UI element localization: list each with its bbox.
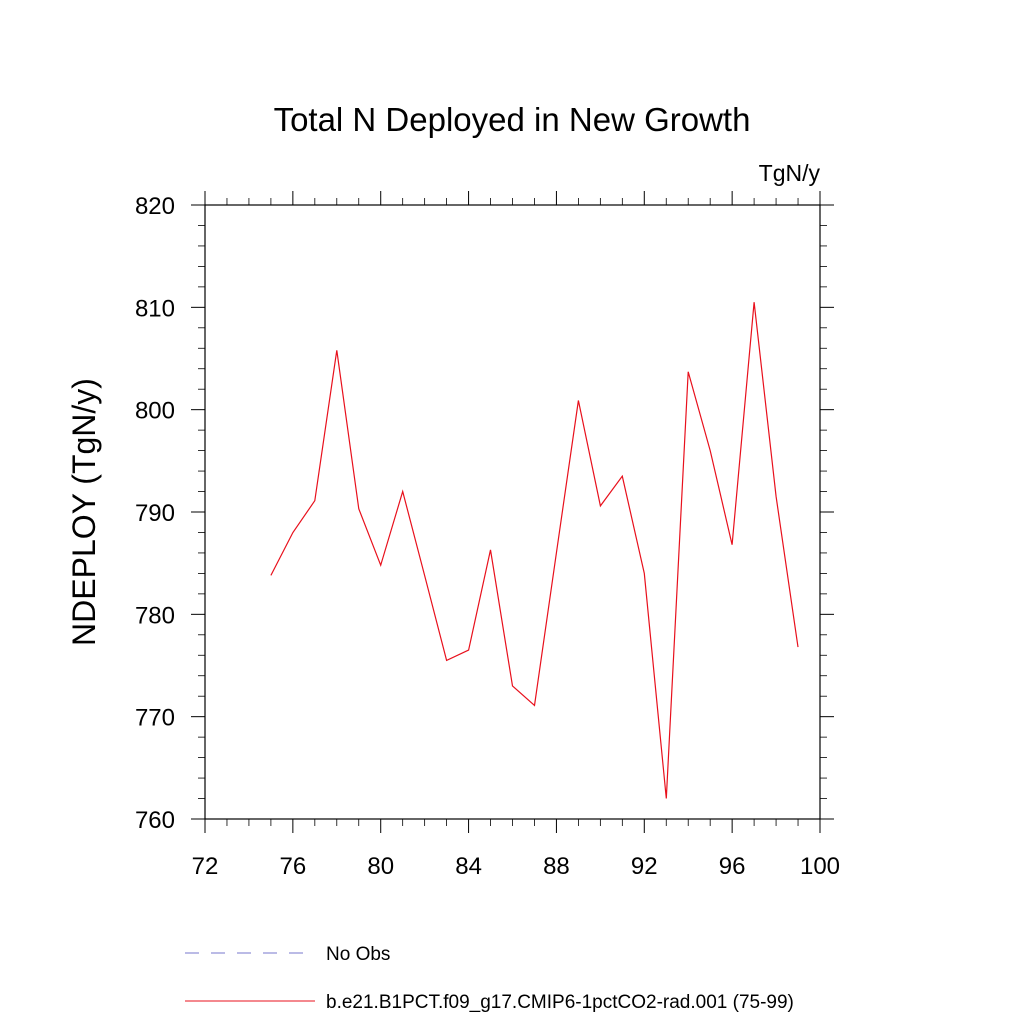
- x-tick-label: 72: [192, 853, 219, 880]
- x-tick-label: 76: [280, 853, 307, 880]
- y-tick-label: 770: [135, 705, 175, 732]
- y-axis-label: NDEPLOY (TgN/y): [66, 378, 102, 646]
- x-tick-label: 92: [631, 853, 658, 880]
- axis-ticks: [191, 191, 834, 833]
- y-tick-label: 820: [135, 193, 175, 220]
- y-tick-label: 790: [135, 500, 175, 527]
- x-tick-label: 96: [719, 853, 746, 880]
- x-tick-label: 80: [367, 853, 394, 880]
- legend-label: No Obs: [326, 944, 390, 965]
- x-tick-label: 84: [455, 853, 482, 880]
- units-label: TgN/y: [759, 160, 821, 186]
- x-tick-label: 100: [800, 853, 840, 880]
- y-tick-label: 800: [135, 398, 175, 425]
- y-tick-label: 760: [135, 807, 175, 834]
- legend-label: b.e21.B1PCT.f09_g17.CMIP6-1pctCO2-rad.00…: [326, 992, 794, 1013]
- y-tick-label: 780: [135, 602, 175, 629]
- x-tick-labels: 72 76 80 84 88 92 96 100: [192, 853, 840, 880]
- chart-title: Total N Deployed in New Growth: [274, 101, 751, 138]
- series-lines: [270, 302, 799, 799]
- x-tick-label: 88: [543, 853, 570, 880]
- y-tick-label: 810: [135, 295, 175, 322]
- plot-frame: [204, 204, 821, 820]
- y-tick-labels: 760 770 780 790 800 810 820: [135, 193, 175, 834]
- series-line: [270, 302, 799, 799]
- legend: No Obs b.e21.B1PCT.f09_g17.CMIP6-1pctCO2-…: [185, 944, 794, 1013]
